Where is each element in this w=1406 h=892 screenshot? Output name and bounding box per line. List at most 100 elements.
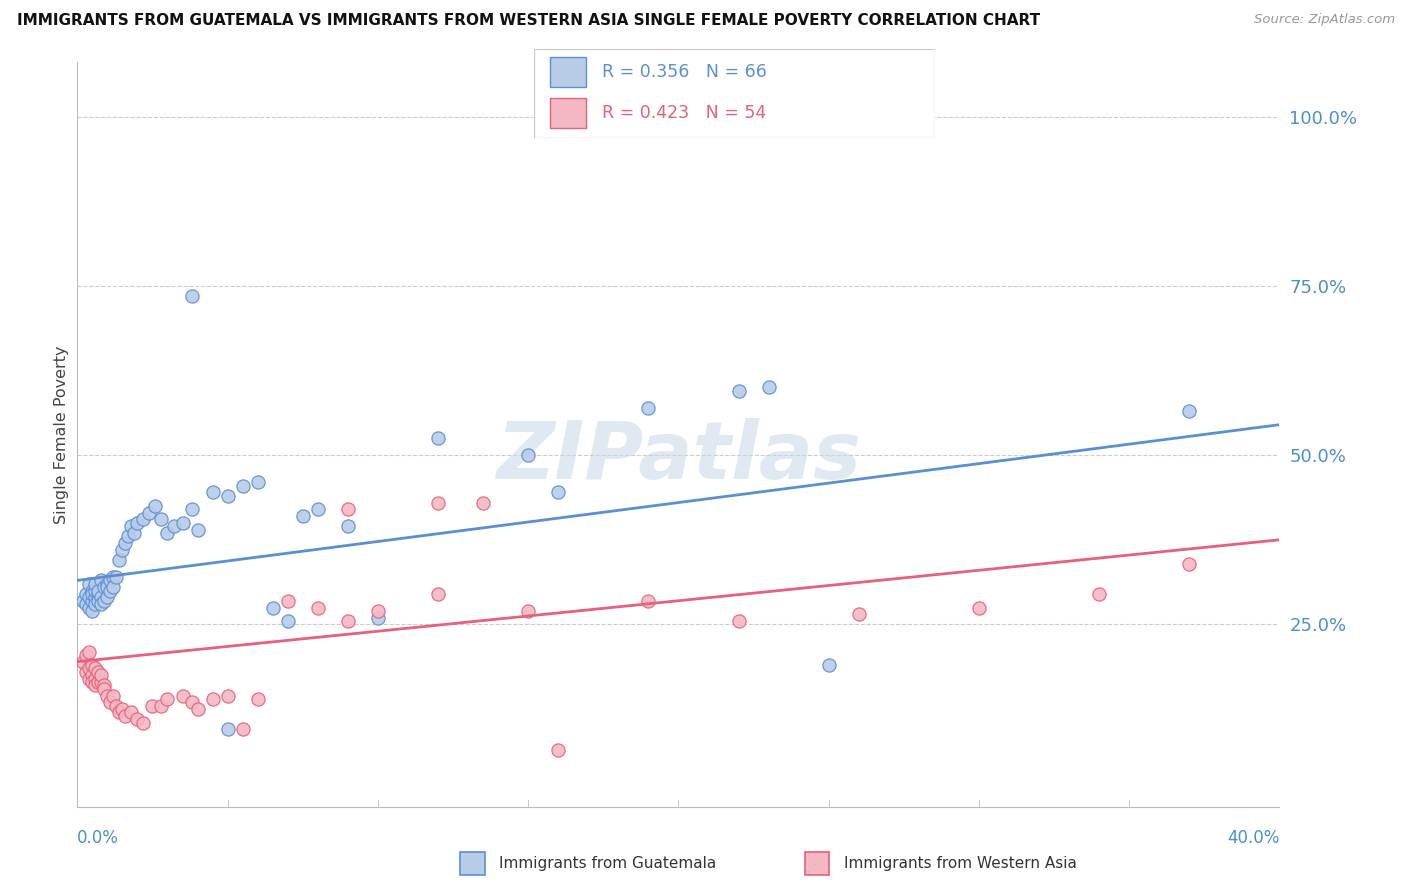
Point [100,574,122,588]
Point [517,604,540,618]
Point [262,600,284,615]
Text: 0.0%: 0.0% [77,829,120,847]
Point [150,698,173,713]
Point [79,661,101,675]
Point [82,675,104,690]
Bar [804,852,830,875]
Point [138,506,160,520]
Point [82,593,104,607]
Point [967,600,990,615]
Point [82,587,104,601]
Point [427,587,450,601]
Point [79,672,101,686]
Point [180,289,202,303]
Point [108,553,131,567]
Point [291,509,314,524]
Point [547,485,569,500]
Point [187,702,209,716]
Text: Immigrants from Western Asia: Immigrants from Western Asia [844,856,1077,871]
Point [120,519,142,533]
Point [277,614,299,628]
Text: IMMIGRANTS FROM GUATEMALA VS IMMIGRANTS FROM WESTERN ASIA SINGLE FEMALE POVERTY : IMMIGRANTS FROM GUATEMALA VS IMMIGRANTS … [17,13,1040,29]
Point [72,655,94,669]
Text: 40.0%: 40.0% [1227,829,1279,847]
Y-axis label: Single Female Poverty: Single Female Poverty [53,345,69,524]
Point [517,448,540,462]
Point [79,600,101,615]
Point [93,580,115,594]
Point [336,614,359,628]
Point [105,698,128,713]
Point [79,591,101,605]
Point [150,512,173,526]
Point [82,658,104,673]
Text: R = 0.423   N = 54: R = 0.423 N = 54 [602,103,766,122]
Point [96,591,118,605]
Point [72,593,94,607]
Point [96,577,118,591]
Point [427,431,450,445]
Point [111,543,134,558]
Point [117,529,139,543]
Point [75,665,97,679]
Text: R = 0.356   N = 66: R = 0.356 N = 66 [602,62,768,81]
Point [187,523,209,537]
Point [1178,404,1201,418]
Point [87,587,110,601]
Point [637,593,659,607]
Point [82,668,104,682]
Point [307,600,329,615]
Point [84,591,107,605]
Point [141,698,163,713]
Point [246,475,269,490]
Point [84,577,107,591]
Point [201,692,224,706]
Point [145,499,167,513]
Point [132,715,155,730]
Point [82,604,104,618]
Point [1178,557,1201,571]
Point [103,689,125,703]
Point [127,712,149,726]
Point [90,668,112,682]
Point [111,702,134,716]
Point [367,610,389,624]
Point [637,401,659,415]
Point [162,519,184,533]
Text: Immigrants from Guatemala: Immigrants from Guatemala [499,856,717,871]
Point [427,495,450,509]
Point [84,583,107,598]
Point [217,723,239,737]
Point [201,485,224,500]
Text: ZIPatlas: ZIPatlas [496,418,860,496]
Point [103,570,125,584]
Point [336,502,359,516]
Point [114,536,136,550]
Point [547,742,569,756]
Point [79,577,101,591]
Point [100,695,122,709]
Bar [550,57,586,87]
Point [124,526,146,541]
Point [277,593,299,607]
Point [79,644,101,658]
Point [93,678,115,692]
Point [817,658,839,673]
Point [84,597,107,611]
Text: Source: ZipAtlas.com: Source: ZipAtlas.com [1254,13,1395,27]
Point [90,675,112,690]
Point [172,516,194,530]
Point [472,495,495,509]
Point [75,648,97,662]
Point [246,692,269,706]
Point [180,502,202,516]
Point [172,689,194,703]
Point [103,580,125,594]
Point [108,706,131,720]
Point [93,593,115,607]
Point [127,516,149,530]
Point [758,380,780,394]
Point [120,706,142,720]
Bar [550,98,586,128]
Point [727,614,749,628]
